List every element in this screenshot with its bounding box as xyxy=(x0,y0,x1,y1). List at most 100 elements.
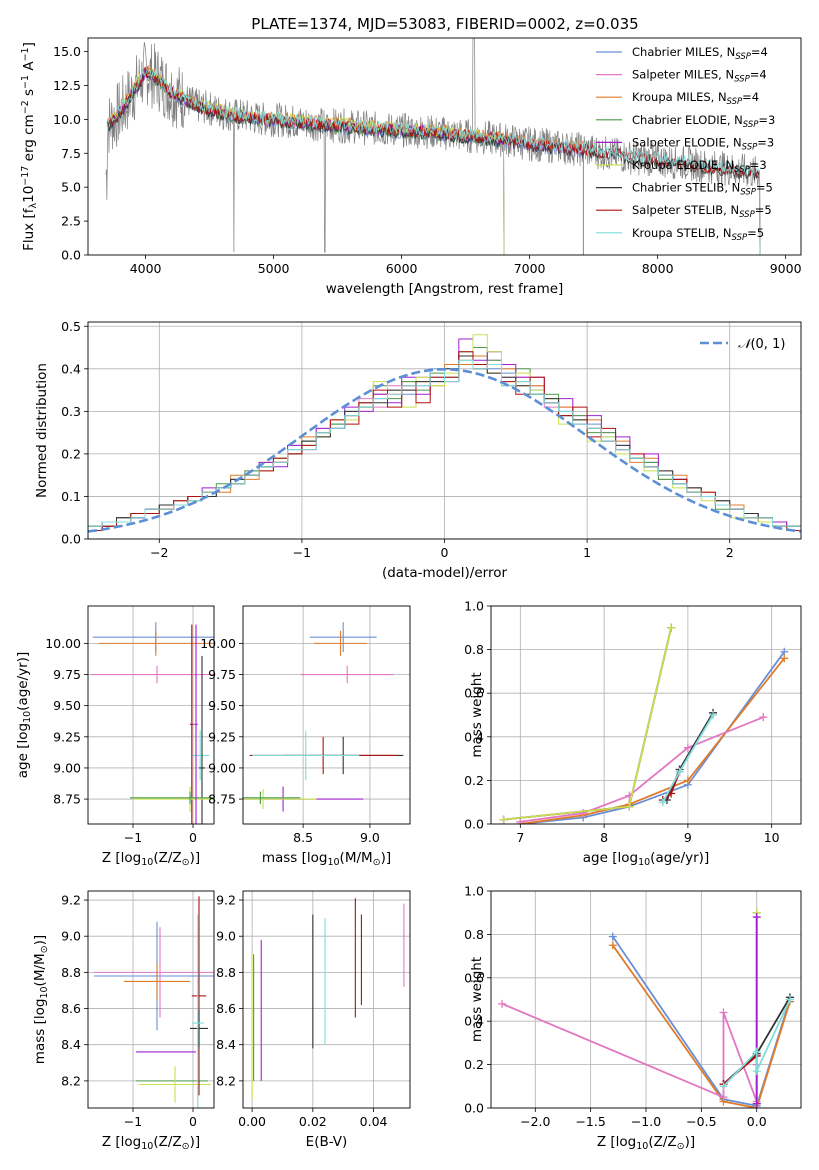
x-axis-label-part: Z [log xyxy=(102,850,141,866)
weight-marker-salpeter_miles xyxy=(759,713,768,722)
y-tick-label: 9.0 xyxy=(216,929,236,944)
y-tick-label: 8.4 xyxy=(61,1037,81,1052)
x-axis-label-part: 10 xyxy=(638,857,650,868)
y-axis-label: Normed distribution xyxy=(34,363,50,498)
histogram-kroupa_stelib xyxy=(88,359,801,539)
axes-frame xyxy=(242,605,411,825)
weight-line-salpeter_miles xyxy=(501,1002,758,1102)
x-tick-label: 9000 xyxy=(770,261,802,276)
x-tick-label: −1 xyxy=(124,830,142,845)
y-tick-label: 5.0 xyxy=(61,180,81,195)
y-tick-label: 8.4 xyxy=(216,1037,236,1052)
y-tick-label: 0.2 xyxy=(61,446,81,461)
x-tick-label: 2 xyxy=(726,545,734,560)
weight-marker-kroupa_stelib xyxy=(752,1067,761,1076)
weight-marker-salpeter_miles xyxy=(498,999,507,1008)
legend-entry-tail: =4 xyxy=(742,90,759,104)
frame-weight_vs_Z: −2.0 −1.5 −1.0 −0.5 0.0 0.0 0.2 0.4 0.6 0.8 1.0 xyxy=(464,884,802,1129)
x-axis-label-part: 10 xyxy=(327,857,339,868)
y-axis-label-part: −17 xyxy=(20,166,31,186)
frame-mass_vs_ebv: 0.00 0.02 0.04 8.2 8.4 8.6 8.8 9.0 9.2 xyxy=(216,890,411,1129)
y-tick-label: 8.2 xyxy=(216,1073,236,1088)
weight-marker-salpeter_miles xyxy=(516,817,525,824)
x-axis-label-part: Z/Z xyxy=(159,1134,182,1150)
weight-marker-chabrier_miles xyxy=(608,932,617,941)
x-axis-label-part: 10 xyxy=(141,857,153,868)
y-axis-label-part: 10 xyxy=(21,186,37,203)
legend-entry: Salpeter STELIB, NSSP=5 xyxy=(632,203,772,220)
plot-area xyxy=(88,334,801,539)
y-tick-label: 9.75 xyxy=(208,667,236,682)
y-tick-label: 0.2 xyxy=(464,773,484,788)
legend-entry-sub: SSP xyxy=(739,210,755,220)
weight-marker-kroupa_stelib xyxy=(709,711,718,719)
legend-entry: Chabrier MILES, NSSP=4 xyxy=(632,45,768,62)
x-tick-label: −1.5 xyxy=(575,1114,605,1129)
y-tick-label: 0.6 xyxy=(464,970,484,985)
legend-entry: 𝒩(0, 1) xyxy=(738,337,785,352)
y-tick-label: 15.0 xyxy=(53,44,81,59)
normal-curve-line xyxy=(88,367,801,533)
x-axis-label-part: (age/yr)] xyxy=(650,850,709,866)
frame-residuals: −2 −1 0 1 2 0.0 0.1 0.2 0.3 0.4 0.5 𝒩(0, 1) xyxy=(61,319,802,560)
y-axis-label: mass weight xyxy=(469,672,485,757)
y-axis-label-part: A xyxy=(21,61,37,75)
y-axis-label-part: −2 xyxy=(20,100,31,114)
x-axis-label-part: mass [log xyxy=(262,850,328,866)
y-tick-label: 0.8 xyxy=(464,927,484,942)
y-tick-label: 9.00 xyxy=(53,760,81,775)
x-tick-label: 7 xyxy=(516,830,524,845)
axes-frame xyxy=(87,605,215,825)
model-line-salpeter_stelib xyxy=(106,66,761,255)
y-axis-label-part: )] xyxy=(32,935,48,946)
x-tick-label: 0.00 xyxy=(238,1114,266,1129)
y-tick-label: 0.1 xyxy=(61,489,81,504)
axes-frame xyxy=(87,37,802,256)
weight-marker-kroupa_stelib xyxy=(719,1082,728,1091)
x-axis-label-part: (M/M xyxy=(340,850,373,866)
legend-entry-name: Kroupa ELODIE, N xyxy=(632,158,734,172)
y-tick-label: 0.0 xyxy=(464,817,484,832)
x-tick-label: 5000 xyxy=(258,261,290,276)
x-axis-label-part: Z/Z xyxy=(654,1134,677,1150)
x-axis-label-part: ( xyxy=(153,850,158,866)
weight-marker-kroupa_miles xyxy=(683,776,692,785)
panel-age_vs_Z xyxy=(88,606,214,824)
frame-age_vs_Z: −1 0 8.75 9.00 9.25 9.50 9.75 10.00 xyxy=(45,605,215,845)
y-axis-label-part: ⊙ xyxy=(39,945,50,953)
y-tick-label: 7.5 xyxy=(61,146,81,161)
x-tick-label: 7000 xyxy=(514,261,546,276)
weight-marker-kroupa_miles xyxy=(608,941,617,950)
panel-weight_vs_age xyxy=(491,605,801,825)
frame-mass_vs_Z: −1 0 8.2 8.4 8.6 8.8 9.0 9.2 xyxy=(61,890,215,1129)
x-tick-label: 9 xyxy=(684,830,692,845)
weight-marker-salpeter_miles xyxy=(719,1093,728,1102)
weight-marker-salpeter_miles xyxy=(683,743,692,752)
panel-residuals xyxy=(88,322,801,540)
legend-entry: Kroupa STELIB, NSSP=5 xyxy=(632,226,764,243)
x-tick-label: −1.0 xyxy=(631,1114,661,1129)
y-tick-label: 8.75 xyxy=(208,792,236,807)
y-tick-label: 2.5 xyxy=(61,214,81,229)
weight-line-kroupa_elodie xyxy=(503,627,672,821)
y-tick-label: 0.8 xyxy=(464,642,484,657)
model-line-kroupa_stelib xyxy=(106,68,761,255)
frame-weight_vs_age: 7 8 9 10 0.0 0.2 0.4 0.6 0.8 1.0 xyxy=(464,599,802,845)
x-axis-label-part: ⊙ xyxy=(182,857,190,868)
x-tick-label: 1 xyxy=(583,545,591,560)
y-tick-label: 0.2 xyxy=(464,1057,484,1072)
legend-entry-sub: SSP xyxy=(735,52,751,62)
figure-title: PLATE=1374, MJD=53083, FIBERID=0002, z=0… xyxy=(251,15,638,33)
weight-line-chabrier_miles xyxy=(520,651,785,824)
y-axis-label-part: erg cm xyxy=(21,114,37,165)
y-tick-label: 0.4 xyxy=(61,361,81,376)
legend-entry-name: Chabrier STELIB, N xyxy=(632,181,740,195)
x-tick-label: 8000 xyxy=(642,261,674,276)
x-axis-label: Z [log10(Z/Z⊙)] xyxy=(102,850,200,868)
legend-entry-name: Kroupa MILES, N xyxy=(632,90,727,104)
y-axis-label-part: (age/yr)] xyxy=(15,652,31,711)
legend-entry-sub: SSP xyxy=(734,75,750,85)
x-axis-label-part: Z/Z xyxy=(159,850,182,866)
x-tick-label: 0 xyxy=(441,545,449,560)
